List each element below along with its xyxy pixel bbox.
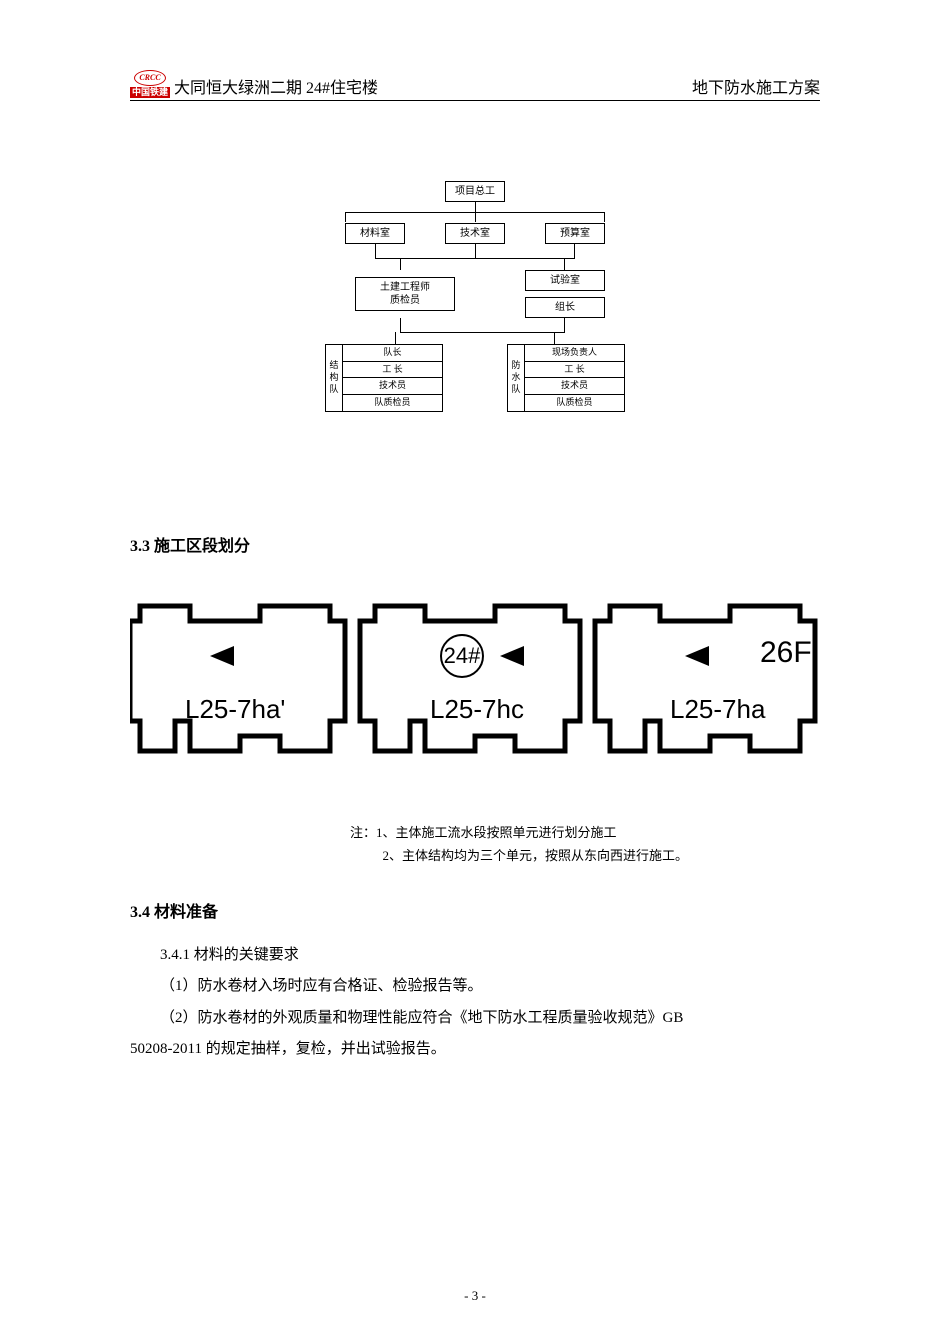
team-waterproof-side: 防水队	[507, 344, 525, 412]
team-r-r4: 队质检员	[525, 395, 625, 412]
org-lab: 试验室	[525, 270, 605, 291]
org-tech: 技术室	[445, 223, 505, 244]
document-header: CRCC 中国铁建 大同恒大绿洲二期 24#住宅楼 地下防水施工方案	[130, 70, 820, 101]
unit-label-left: L25-7ha'	[185, 694, 285, 725]
floorplan-notes: 注：1、主体施工流水段按照单元进行划分施工 2、主体结构均为三个单元，按照从东向…	[350, 821, 820, 868]
note-1: 注：1、主体施工流水段按照单元进行划分施工	[350, 821, 820, 844]
team-l-r3: 技术员	[343, 378, 443, 395]
arrow-icon	[685, 646, 709, 666]
team-structure: 结构队 队长 工 长 技术员 队质检员	[325, 344, 443, 412]
arrow-icon	[210, 646, 234, 666]
header-left: CRCC 中国铁建 大同恒大绿洲二期 24#住宅楼	[130, 70, 378, 98]
floor-count-label: 26F	[760, 636, 812, 670]
team-waterproof: 防水队 现场负责人 工 长 技术员 队质检员	[507, 344, 625, 412]
org-materials: 材料室	[345, 223, 405, 244]
team-l-r1: 队长	[343, 344, 443, 362]
header-title-left: 大同恒大绿洲二期 24#住宅楼	[174, 74, 378, 98]
team-l-r4: 队质检员	[343, 395, 443, 412]
org-chart: 项目总工 材料室 技术室 预算室 土建工程师	[305, 181, 645, 412]
org-leader: 组长	[525, 297, 605, 318]
team-structure-side: 结构队	[325, 344, 343, 412]
building-number-circle: 24#	[440, 634, 484, 678]
org-engineer-l1: 土建工程师	[362, 281, 448, 294]
logo-oval: CRCC	[134, 70, 166, 86]
team-r-r2: 工 长	[525, 362, 625, 379]
arrow-icon	[500, 646, 524, 666]
team-r-r3: 技术员	[525, 378, 625, 395]
floor-plan-diagram: 24# L25-7ha' L25-7hc L25-7ha 26F	[130, 576, 820, 791]
logo-text: 中国铁建	[130, 87, 170, 98]
p-3-4-1: 3.4.1 材料的关键要求	[130, 940, 820, 972]
p-3-4-4: 50208-2011 的规定抽样，复检，并出试验报告。	[130, 1034, 820, 1066]
org-budget: 预算室	[545, 223, 605, 244]
heading-3-4: 3.4 材料准备	[130, 898, 820, 922]
p-3-4-2: （1）防水卷材入场时应有合格证、检验报告等。	[130, 971, 820, 1003]
team-r-r1: 现场负责人	[525, 344, 625, 362]
crcc-logo: CRCC 中国铁建	[130, 70, 170, 98]
p-3-4-3: （2）防水卷材的外观质量和物理性能应符合《地下防水工程质量验收规范》GB	[130, 1003, 820, 1035]
unit-label-center: L25-7hc	[430, 694, 524, 725]
team-l-r2: 工 长	[343, 362, 443, 379]
heading-3-3: 3.3 施工区段划分	[130, 532, 820, 556]
unit-label-right: L25-7ha	[670, 694, 765, 725]
org-engineer-l2: 质检员	[362, 294, 448, 307]
page-number: - 3 -	[0, 1288, 950, 1304]
org-top: 项目总工	[445, 181, 505, 202]
header-title-right: 地下防水施工方案	[692, 74, 820, 98]
note-2: 2、主体结构均为三个单元，按照从东向西进行施工。	[350, 844, 820, 867]
org-engineer: 土建工程师 质检员	[355, 277, 455, 311]
floorplan-svg	[130, 576, 820, 791]
